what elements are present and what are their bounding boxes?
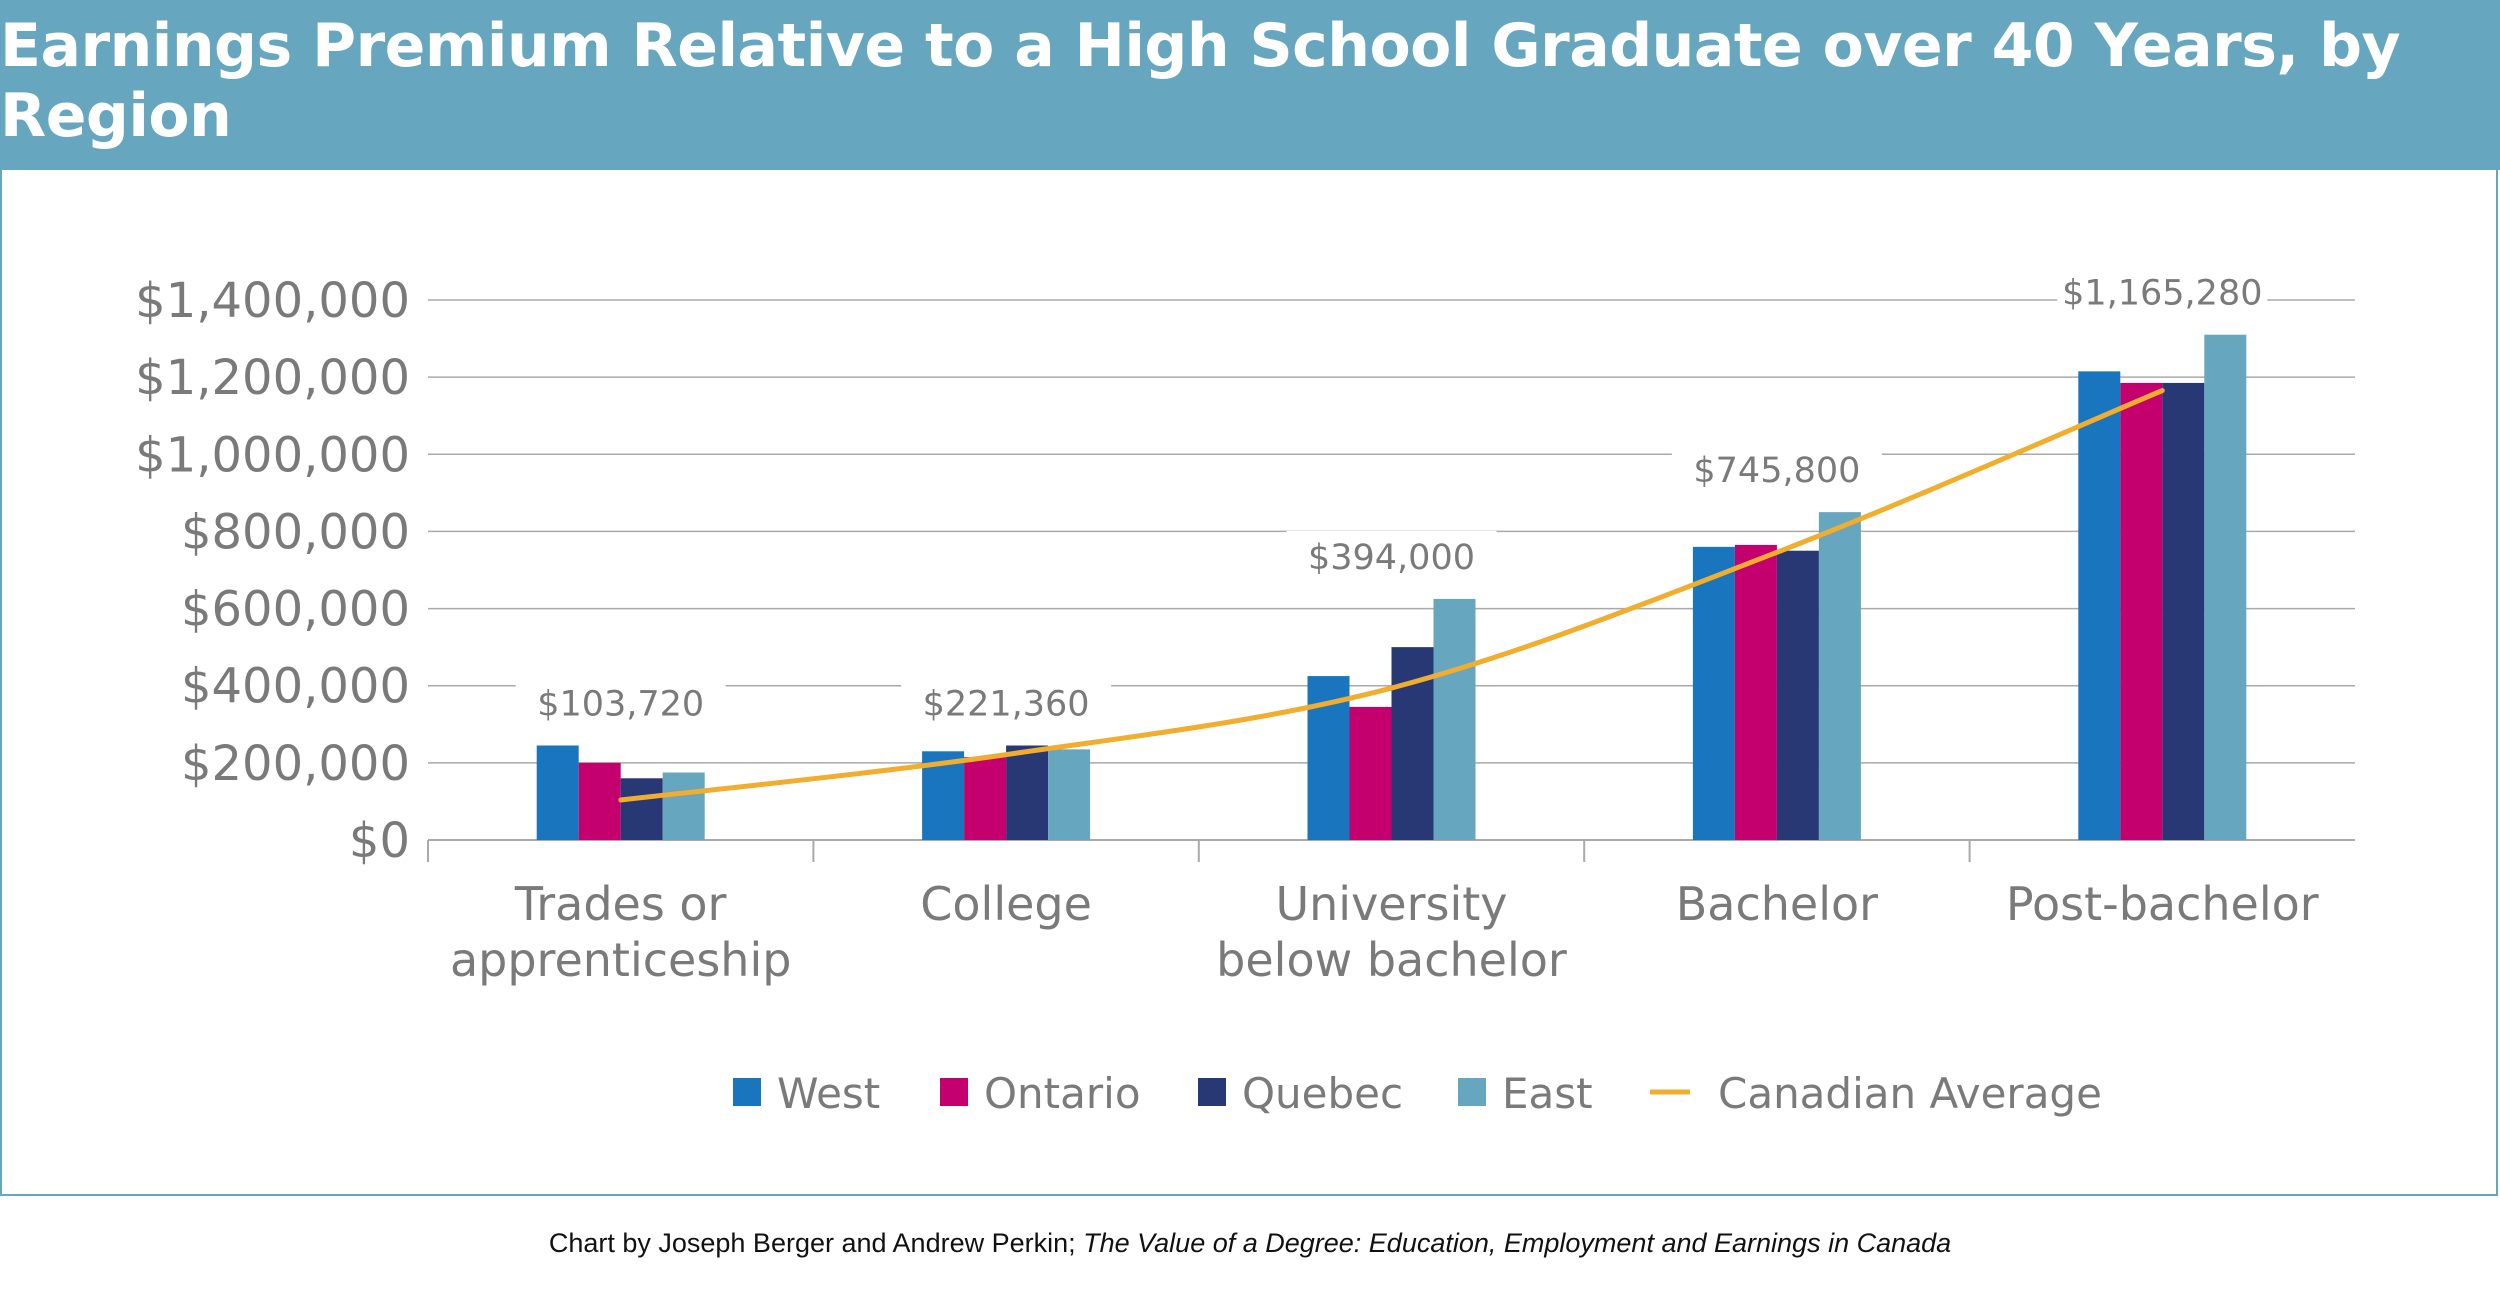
x-axis (427, 839, 2355, 862)
title-band: Earnings Premium Relative to a High Scho… (0, 0, 2500, 170)
chart-credit: Chart by Joseph Berger and Andrew Perkin… (0, 1228, 2500, 1259)
bars (536, 334, 2247, 840)
gridlines (428, 299, 2355, 764)
bar-west (1692, 546, 1735, 840)
y-tick-label: $0 (349, 813, 410, 869)
legend-swatch-west (733, 1078, 761, 1106)
bar-west (536, 745, 579, 840)
y-tick-label: $600,000 (181, 582, 410, 638)
y-tick-label: $800,000 (181, 504, 410, 560)
bar-west (2078, 371, 2121, 840)
data-label-backing (1286, 530, 1497, 579)
x-tick-label: Post-bachelor (2006, 877, 2319, 931)
data-label: $1,165,280 (2062, 274, 2262, 314)
bar-quebec (1006, 745, 1049, 840)
legend-label: East (1502, 1069, 1593, 1118)
legend-swatch-quebec (1198, 1078, 1226, 1106)
legend-swatch-east (1458, 1078, 1486, 1106)
y-tick-label: $1,200,000 (135, 350, 410, 406)
x-tick-label: Trades or apprenticeship (450, 877, 791, 987)
x-tick-label-line: Bachelor (1676, 877, 1878, 931)
canadian-average-line (618, 388, 2165, 803)
y-tick-label: $400,000 (181, 659, 410, 715)
y-tick-label: $1,000,000 (135, 427, 410, 483)
x-tick-label: College (920, 877, 1092, 931)
data-label: $745,800 (1693, 451, 1860, 491)
bar-quebec (620, 778, 663, 840)
x-tick-label: University below bachelor (1216, 877, 1567, 987)
data-label: $103,720 (537, 685, 704, 725)
bar-east (1433, 598, 1476, 840)
bar-quebec (2162, 382, 2205, 840)
bar-east (1818, 512, 1861, 840)
legend-label: West (777, 1069, 880, 1118)
legend-label: Ontario (984, 1069, 1141, 1118)
chart-title: Earnings Premium Relative to a High Scho… (0, 11, 2401, 151)
y-axis-tick-labels: $0 $200,000 $400,000 $600,000 $800,000 $1,000… (135, 273, 410, 869)
data-label: $221,360 (923, 685, 1090, 725)
x-tick-label: Bachelor (1676, 877, 1878, 931)
x-tick-label-line: apprenticeship (450, 933, 791, 987)
legend: West Ontario Quebec East Canadian Average (733, 1069, 2102, 1118)
x-tick-label-line: Post-bachelor (2006, 877, 2319, 931)
data-label-backing (1671, 444, 1882, 493)
bar-ontario (1349, 706, 1392, 840)
bar-ontario (1734, 544, 1777, 840)
x-tick-label-line: below bachelor (1216, 933, 1567, 987)
bar-east (662, 772, 705, 840)
data-label-backing (901, 677, 1112, 726)
bar-ontario (964, 757, 1007, 840)
x-tick-label-line: University (1275, 877, 1507, 931)
legend-label: Quebec (1242, 1069, 1403, 1118)
data-label-backing (515, 677, 726, 726)
chart-area: $0 $200,000 $400,000 $600,000 $800,000 $1,000… (135, 266, 2355, 1118)
credit-prefix: Chart by Joseph Berger and Andrew Perkin… (548, 1228, 1084, 1258)
legend-swatch-ontario (940, 1078, 968, 1106)
canadian-average-line-path (618, 388, 2165, 803)
legend-label: Canadian Average (1718, 1069, 2102, 1118)
data-labels: $103,720 $221,360 $394,000 $745,800 $1,165,2… (515, 266, 2268, 726)
y-tick-label: $200,000 (181, 736, 410, 792)
data-label: $394,000 (1308, 538, 1475, 578)
bar-ontario (578, 762, 621, 840)
bar-quebec (1776, 550, 1819, 840)
bar-east (2204, 334, 2247, 840)
x-tick-label-line: Trades or (514, 877, 727, 931)
bar-ontario (2120, 382, 2163, 840)
y-tick-label: $1,400,000 (135, 273, 410, 329)
credit-source-title: The Value of a Degree: Education, Employ… (1083, 1228, 1952, 1258)
x-tick-label-line: College (920, 877, 1092, 931)
bar-east (1048, 749, 1091, 840)
data-label-backing (2057, 266, 2268, 315)
x-axis-tick-labels: Trades or apprenticeship College University… (450, 877, 2319, 987)
